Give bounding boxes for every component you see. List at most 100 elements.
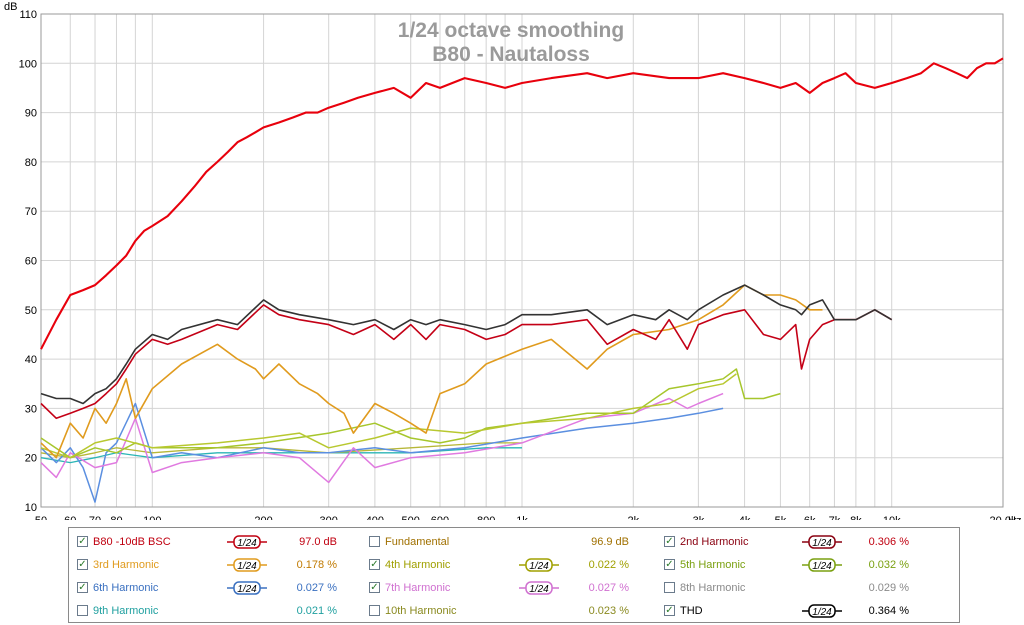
x-tick-label: 100 xyxy=(143,515,161,520)
legend-series-value: 0.306 % xyxy=(868,536,909,548)
y-tick-label: 90 xyxy=(25,108,37,120)
legend-row: ✓ 3rd Harmonic 1/24 0.178 % ✓ 4th Harmonic 1/2… xyxy=(69,556,959,576)
series-visibility-checkbox[interactable]: ✓ xyxy=(369,559,380,570)
x-tick-label: 20.0k xyxy=(990,515,1017,520)
x-tick-label: 70 xyxy=(89,515,101,520)
smoothing-text: 1/24 xyxy=(529,561,549,572)
legend-entry: 9th Harmonic 0.021 % xyxy=(77,602,367,622)
smoothing-text: 1/24 xyxy=(237,561,257,572)
series-line-6th-harmonic xyxy=(40,402,724,503)
legend-series-label: 10th Harmonic xyxy=(385,605,457,617)
legend-series-label: 9th Harmonic xyxy=(93,605,159,617)
y-axis-unit: dB xyxy=(4,1,17,13)
y-tick-label: 70 xyxy=(25,206,37,218)
smoothing-badge-icon: 1/24 xyxy=(227,558,267,572)
x-tick-label: 200 xyxy=(254,515,272,520)
legend-entry: ✓ B80 -10dB BSC 1/24 97.0 dB xyxy=(77,533,367,553)
x-tick-label: 7k xyxy=(829,515,841,520)
series-visibility-checkbox[interactable]: ✓ xyxy=(77,559,88,570)
x-tick-label: 8k xyxy=(850,515,862,520)
smoothing-badge-icon: 1/24 xyxy=(519,558,559,572)
x-tick-label: 10k xyxy=(883,515,901,520)
x-tick-label: 400 xyxy=(366,515,384,520)
legend-row: ✓ 6th Harmonic 1/24 0.027 % ✓ 7th Harmonic 1/2… xyxy=(69,579,959,599)
x-tick-label: 5k xyxy=(775,515,787,520)
legend-entry: ✓ 4th Harmonic 1/24 0.022 % xyxy=(369,556,659,576)
x-axis-unit: Hz xyxy=(1008,515,1021,520)
y-tick-label: 10 xyxy=(25,502,37,514)
smoothing-badge-icon: 1/24 xyxy=(802,604,842,618)
x-tick-label: 600 xyxy=(431,515,449,520)
series-visibility-checkbox[interactable]: ✓ xyxy=(664,559,675,570)
x-tick-label: 2k xyxy=(627,515,639,520)
smoothing-text: 1/24 xyxy=(237,538,257,549)
legend-series-value: 0.032 % xyxy=(868,559,909,571)
legend-series-label: 6th Harmonic xyxy=(93,582,159,594)
x-tick-label: 1k xyxy=(516,515,528,520)
legend-series-label: 8th Harmonic xyxy=(680,582,746,594)
smoothing-badge-icon: 1/24 xyxy=(227,581,267,595)
legend-entry: 10th Harmonic 0.023 % xyxy=(369,602,659,622)
smoothing-indicator[interactable]: 1/24 xyxy=(227,580,267,596)
x-tick-label: 3k xyxy=(693,515,705,520)
series-visibility-checkbox[interactable] xyxy=(369,536,380,547)
legend-series-label: THD xyxy=(680,605,703,617)
legend-series-value: 0.029 % xyxy=(868,582,909,594)
smoothing-indicator[interactable]: 1/24 xyxy=(227,534,267,550)
legend-entry: ✓ 7th Harmonic 1/24 0.027 % xyxy=(369,579,659,599)
smoothing-badge-icon: 1/24 xyxy=(519,581,559,595)
series-visibility-checkbox[interactable] xyxy=(369,605,380,616)
chart-area: 1/24 octave smoothing B80 - Nautaloss dB… xyxy=(4,1,1021,520)
smoothing-indicator[interactable]: 1/24 xyxy=(802,534,842,550)
series-visibility-checkbox[interactable] xyxy=(664,582,675,593)
legend-series-label: 2nd Harmonic xyxy=(680,536,749,548)
series-line-7th-harmonic xyxy=(40,392,724,484)
x-tick-label: 6k xyxy=(804,515,816,520)
y-tick-label: 50 xyxy=(25,305,37,317)
legend-row: 9th Harmonic 0.021 % 10th Harmonic 0.023 % ✓… xyxy=(69,602,959,622)
x-tick-label: 60 xyxy=(64,515,76,520)
legend-entry: 8th Harmonic 0.029 % xyxy=(664,579,954,599)
axes: 1/24 octave smoothing B80 - Nautaloss dB… xyxy=(4,1,1021,520)
chart-title: 1/24 octave smoothing xyxy=(398,19,624,42)
legend-series-value: 96.9 dB xyxy=(591,536,629,548)
legend-series-label: 4th Harmonic xyxy=(385,559,451,571)
x-tick-label: 800 xyxy=(477,515,495,520)
smoothing-indicator[interactable]: 1/24 xyxy=(519,580,559,596)
y-tick-label: 20 xyxy=(25,453,37,465)
smoothing-indicator[interactable]: 1/24 xyxy=(227,557,267,573)
series-visibility-checkbox[interactable] xyxy=(77,605,88,616)
smoothing-indicator[interactable]: 1/24 xyxy=(802,557,842,573)
smoothing-indicator[interactable]: 1/24 xyxy=(519,557,559,573)
smoothing-text: 1/24 xyxy=(812,561,832,572)
legend-series-value: 0.027 % xyxy=(296,582,337,594)
legend-series-value: 0.178 % xyxy=(296,559,337,571)
legend-series-value: 0.027 % xyxy=(588,582,629,594)
x-tick-label: 50 xyxy=(35,515,47,520)
legend-entry: Fundamental 96.9 dB xyxy=(369,533,659,553)
frequency-response-chart: 1/24 octave smoothing B80 - Nautaloss dB… xyxy=(4,1,1021,520)
smoothing-text: 1/24 xyxy=(812,607,832,618)
smoothing-indicator[interactable]: 1/24 xyxy=(802,603,842,619)
legend-entry: ✓ THD 1/24 0.364 % xyxy=(664,602,954,622)
series-visibility-checkbox[interactable]: ✓ xyxy=(77,582,88,593)
legend-series-value: 0.022 % xyxy=(588,559,629,571)
series-visibility-checkbox[interactable]: ✓ xyxy=(664,536,675,547)
legend-entry: ✓ 5th Harmonic 1/24 0.032 % xyxy=(664,556,954,576)
legend-panel: ✓ B80 -10dB BSC 1/24 97.0 dB Fundamental 96.9… xyxy=(68,527,960,623)
legend-series-label: Fundamental xyxy=(385,536,450,548)
smoothing-badge-icon: 1/24 xyxy=(802,535,842,549)
y-tick-label: 40 xyxy=(25,354,37,366)
series-visibility-checkbox[interactable]: ✓ xyxy=(369,582,380,593)
series-line-5th-harmonic xyxy=(40,368,781,459)
legend-series-value: 0.021 % xyxy=(296,605,337,617)
series-visibility-checkbox[interactable]: ✓ xyxy=(664,605,675,616)
series-visibility-checkbox[interactable]: ✓ xyxy=(77,536,88,547)
y-tick-label: 110 xyxy=(19,9,37,21)
legend-series-label: 5th Harmonic xyxy=(680,559,746,571)
plot-border xyxy=(40,13,1004,508)
legend-series-value: 0.364 % xyxy=(868,605,909,617)
y-tick-label: 80 xyxy=(25,157,37,169)
legend-series-label: 7th Harmonic xyxy=(385,582,451,594)
x-tick-label: 300 xyxy=(320,515,338,520)
